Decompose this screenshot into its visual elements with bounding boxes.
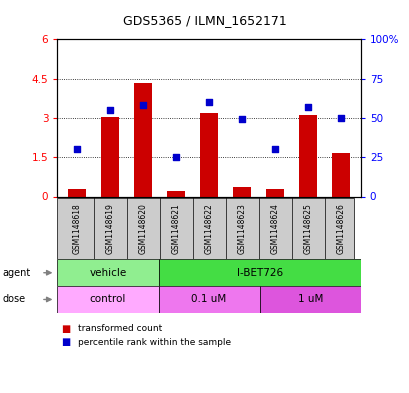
Bar <box>265 189 283 196</box>
Point <box>107 107 113 113</box>
Text: GSM1148620: GSM1148620 <box>138 204 147 254</box>
FancyBboxPatch shape <box>57 259 158 286</box>
Text: percentile rank within the sample: percentile rank within the sample <box>78 338 230 347</box>
Text: GSM1148625: GSM1148625 <box>303 204 312 254</box>
FancyBboxPatch shape <box>259 286 360 313</box>
Text: GSM1148618: GSM1148618 <box>72 204 81 254</box>
FancyBboxPatch shape <box>57 286 158 313</box>
Point <box>139 102 146 108</box>
Point <box>271 146 278 152</box>
Text: 1 uM: 1 uM <box>297 294 322 305</box>
Text: GSM1148619: GSM1148619 <box>106 204 115 254</box>
Text: I-BET726: I-BET726 <box>236 268 282 278</box>
Bar <box>166 191 185 196</box>
Bar <box>298 115 316 196</box>
Bar <box>200 113 218 196</box>
Point <box>74 146 80 152</box>
Text: ■: ■ <box>61 323 71 334</box>
Text: GSM1148626: GSM1148626 <box>336 204 345 254</box>
Text: transformed count: transformed count <box>78 324 162 333</box>
Bar <box>232 187 251 196</box>
Text: ■: ■ <box>61 337 71 347</box>
FancyBboxPatch shape <box>158 259 360 286</box>
Text: GSM1148622: GSM1148622 <box>204 204 213 254</box>
Text: GDS5365 / ILMN_1652171: GDS5365 / ILMN_1652171 <box>123 14 286 27</box>
Bar <box>101 117 119 196</box>
Point <box>304 104 310 110</box>
Text: GSM1148621: GSM1148621 <box>171 204 180 254</box>
Text: GSM1148623: GSM1148623 <box>237 204 246 254</box>
Bar <box>68 189 86 196</box>
Point <box>173 154 179 160</box>
Bar <box>331 153 349 196</box>
Text: agent: agent <box>2 268 30 278</box>
Text: control: control <box>90 294 126 305</box>
Point <box>337 115 344 121</box>
Point <box>238 116 245 123</box>
FancyBboxPatch shape <box>158 286 259 313</box>
Bar <box>134 83 152 196</box>
Text: vehicle: vehicle <box>89 268 126 278</box>
Text: 0.1 uM: 0.1 uM <box>191 294 226 305</box>
Point <box>205 99 212 105</box>
Text: dose: dose <box>2 294 25 305</box>
Text: GSM1148624: GSM1148624 <box>270 204 279 254</box>
